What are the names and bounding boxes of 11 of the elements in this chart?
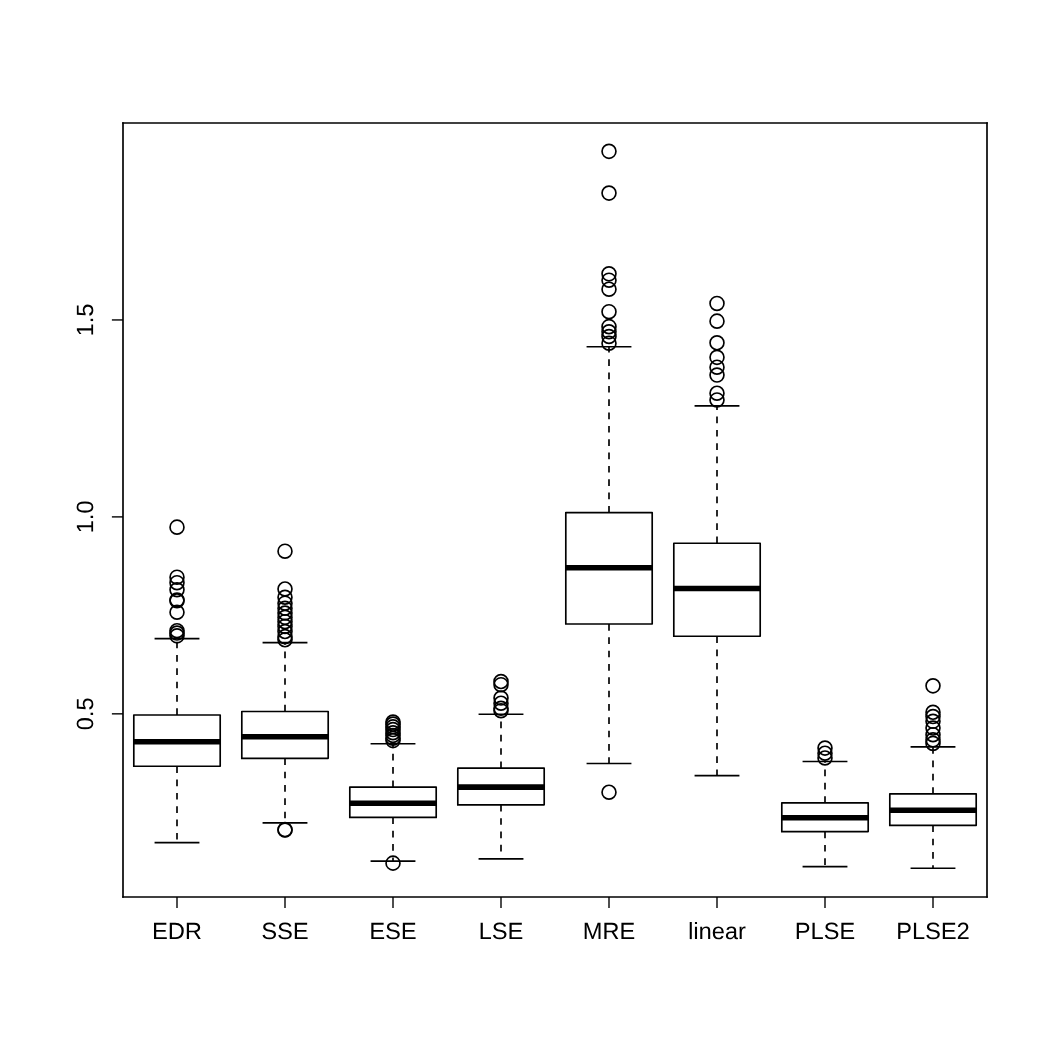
x-tick-label: PLSE <box>796 922 855 940</box>
y-tick-label: 1.0 <box>76 501 94 532</box>
x-tick-label: EDR <box>154 922 201 940</box>
x-tick-label: SSE <box>262 922 308 940</box>
x-tick-label: LSE <box>480 922 523 940</box>
x-tick-label: linear <box>689 922 746 940</box>
x-tick-label: PLSE2 <box>898 922 969 940</box>
y-tick-label: 0.5 <box>76 698 94 730</box>
y-tick-label: 1.5 <box>76 304 94 335</box>
x-tick-label: ESE <box>371 922 416 940</box>
x-tick-label: MRE <box>584 922 635 940</box>
